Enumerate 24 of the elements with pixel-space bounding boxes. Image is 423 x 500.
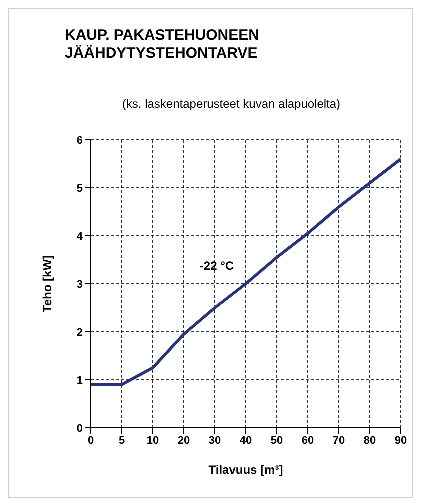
y-tick-label: 0: [76, 422, 83, 435]
y-tick-label: 6: [76, 134, 83, 147]
x-tick-label: 10: [146, 434, 160, 447]
y-tick-label: 1: [76, 374, 83, 387]
series-label: -22 °C: [200, 259, 234, 273]
chart-title: KAUP. PAKASTEHUONEEN JÄÄHDYTYSTEHONTARVE: [65, 27, 260, 63]
x-axis-title: Tilavuus [m³]: [208, 463, 284, 477]
y-tick-label: 3: [76, 278, 83, 291]
x-tick-label: 90: [394, 434, 408, 447]
x-tick-label: 80: [364, 434, 376, 447]
x-tick-label: 30: [208, 434, 222, 447]
x-tick-label: 60: [302, 434, 314, 447]
chart-subtitle: (ks. laskentaperusteet kuvan alapuolelta): [121, 97, 342, 111]
x-tick-label: 50: [270, 434, 284, 447]
y-tick-label: 4: [76, 230, 84, 243]
line-series: [91, 158, 401, 386]
x-tick-label: 70: [332, 434, 346, 447]
x-tick-label: 5: [118, 434, 126, 447]
x-tick-label: 20: [178, 434, 190, 447]
x-tick-label: 0: [88, 434, 94, 447]
x-tick-label: 40: [240, 434, 252, 447]
y-tick-label: 2: [76, 326, 83, 339]
y-tick-label: 5: [76, 182, 83, 195]
y-axis-title: Teho [kW]: [40, 255, 54, 313]
